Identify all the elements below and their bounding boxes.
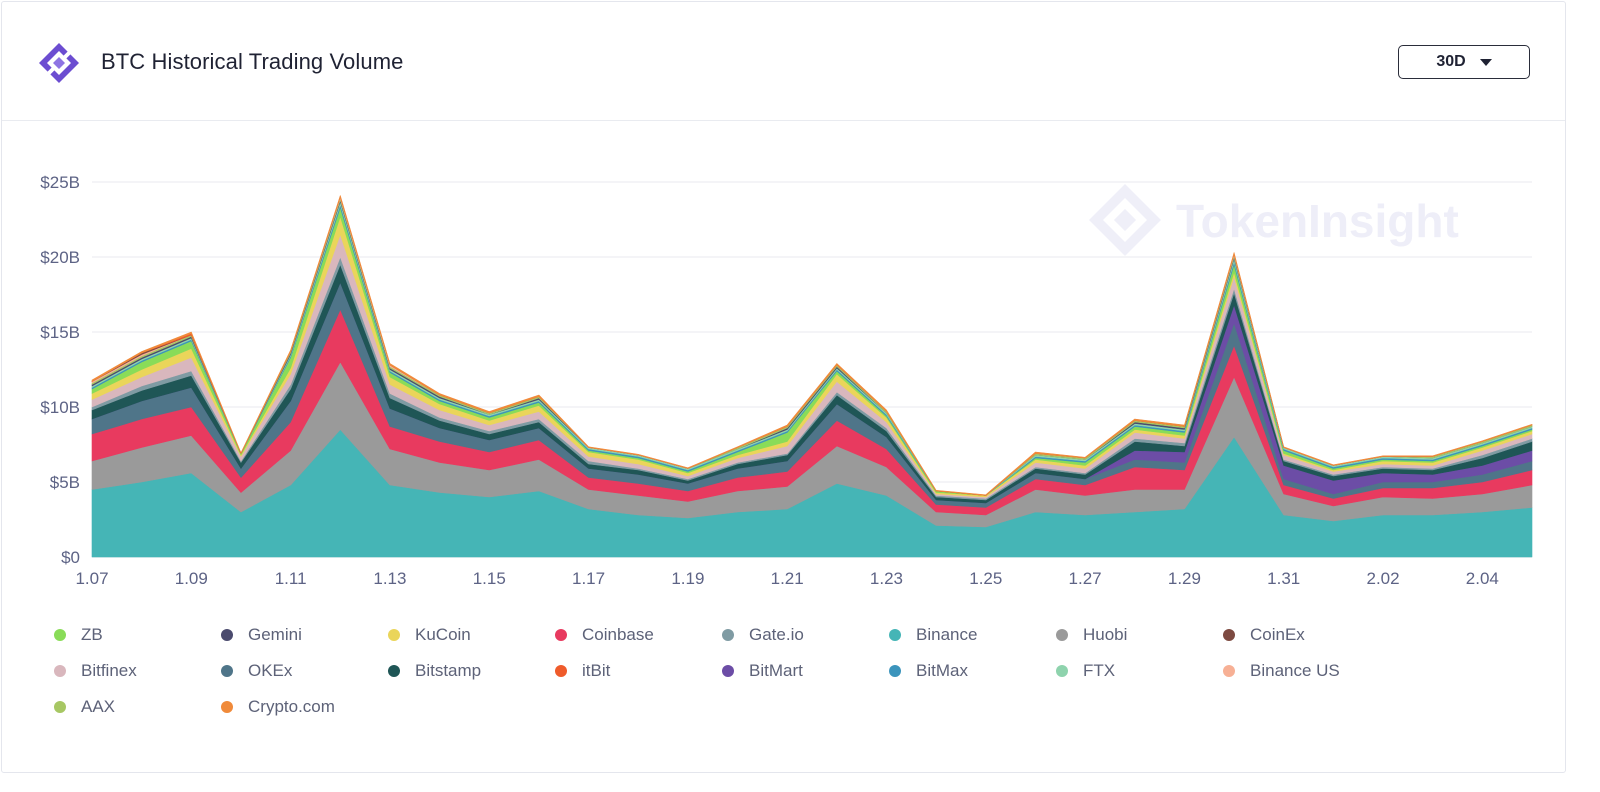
legend-item-okex[interactable]: OKEx — [221, 660, 388, 682]
legend-label: AAX — [81, 697, 116, 716]
x-tick-label: 1.11 — [275, 569, 307, 588]
legend-dot-icon — [54, 701, 66, 713]
legend-label: Bitstamp — [415, 661, 482, 680]
legend-item-bitstamp[interactable]: Bitstamp — [388, 660, 555, 682]
y-axis: $0 $5B $10B $15B $20B $25B — [40, 173, 80, 567]
watermark-logo-icon — [1089, 184, 1161, 256]
legend: ZB Gemini KuCoin Coinbase Gate.io Binance Huob… — [54, 624, 1454, 718]
legend-dot-icon — [1223, 665, 1235, 677]
legend-label: Crypto.com — [248, 697, 335, 716]
x-tick-label: 1.23 — [870, 569, 903, 588]
legend-dot-icon — [388, 629, 400, 641]
legend-item-gate-io[interactable]: Gate.io — [722, 624, 889, 646]
legend-dot-icon — [54, 665, 66, 677]
x-tick-label: 2.02 — [1366, 569, 1399, 588]
legend-dot-icon — [388, 665, 400, 677]
x-tick-label: 1.21 — [771, 569, 804, 588]
legend-label: Gemini — [248, 625, 302, 644]
legend-label: Gate.io — [749, 625, 804, 644]
area-chart[interactable]: TokenInsight $0$5B$10B$15B$20B$25B 1.07 1… — [2, 122, 1567, 602]
legend-dot-icon — [889, 665, 901, 677]
card-header: BTC Historical Trading Volume 30D — [2, 2, 1565, 121]
legend-item-gemini[interactable]: Gemini — [221, 624, 388, 646]
legend-item-binance[interactable]: Binance — [889, 624, 1056, 646]
legend-label: ZB — [81, 625, 103, 644]
legend-label: Huobi — [1083, 625, 1128, 644]
y-tick-label: $25B — [40, 173, 80, 192]
legend-dot-icon — [221, 701, 233, 713]
legend-item-huobi[interactable]: Huobi — [1056, 624, 1223, 646]
legend-label: Bitfinex — [81, 661, 137, 680]
watermark-text: TokenInsight — [1176, 195, 1459, 247]
y-tick-label: $15B — [40, 323, 80, 342]
legend-item-binance-us[interactable]: Binance US — [1223, 660, 1390, 682]
legend-dot-icon — [722, 665, 734, 677]
legend-dot-icon — [54, 629, 66, 641]
x-tick-label: 1.15 — [473, 569, 506, 588]
y-tick-label: $20B — [40, 248, 80, 267]
legend-item-coinex[interactable]: CoinEx — [1223, 624, 1390, 646]
legend-dot-icon — [889, 629, 901, 641]
legend-dot-icon — [722, 629, 734, 641]
legend-dot-icon — [221, 629, 233, 641]
legend-item-crypto-com[interactable]: Crypto.com — [221, 696, 388, 718]
legend-dot-icon — [555, 629, 567, 641]
x-axis: 1.07 1.09 1.11 1.13 1.15 1.17 1.19 1.21 1.23 1.25… — [75, 569, 1498, 588]
y-tick-label: $5B — [50, 473, 80, 492]
legend-item-ftx[interactable]: FTX — [1056, 660, 1223, 682]
page-title: BTC Historical Trading Volume — [101, 49, 404, 74]
x-tick-label: 1.09 — [175, 569, 208, 588]
legend-label: CoinEx — [1250, 625, 1305, 644]
legend-label: OKEx — [248, 661, 293, 680]
legend-label: BitMax — [916, 661, 968, 680]
area-crypto-com — [91, 195, 1533, 496]
legend-label: itBit — [582, 661, 611, 680]
tokeninsight-logo-icon — [39, 43, 79, 83]
legend-label: FTX — [1083, 661, 1116, 680]
stacked-areas — [91, 195, 1533, 558]
x-tick-label: 1.31 — [1267, 569, 1300, 588]
x-tick-label: 1.13 — [373, 569, 406, 588]
legend-item-zb[interactable]: ZB — [54, 624, 221, 646]
legend-dot-icon — [1056, 665, 1068, 677]
legend-item-aax[interactable]: AAX — [54, 696, 221, 718]
watermark: TokenInsight — [1089, 184, 1459, 256]
legend-label: KuCoin — [415, 625, 471, 644]
legend-item-bitmart[interactable]: BitMart — [722, 660, 889, 682]
legend-label: Binance US — [1250, 661, 1340, 680]
legend-item-bitfinex[interactable]: Bitfinex — [54, 660, 221, 682]
legend-dot-icon — [1223, 629, 1235, 641]
caret-down-icon — [1479, 58, 1492, 66]
chart-card: BTC Historical Trading Volume 30D TokenI… — [1, 1, 1566, 773]
x-tick-label: 2.04 — [1466, 569, 1499, 588]
legend-label: Binance — [916, 625, 978, 644]
x-tick-label: 1.19 — [671, 569, 704, 588]
x-tick-label: 1.07 — [75, 569, 108, 588]
legend-label: Coinbase — [582, 625, 654, 644]
x-tick-label: 1.27 — [1069, 569, 1102, 588]
legend-dot-icon — [1056, 629, 1068, 641]
x-tick-label: 1.17 — [572, 569, 605, 588]
legend-item-coinbase[interactable]: Coinbase — [555, 624, 722, 646]
legend-label: BitMart — [749, 661, 803, 680]
y-tick-label: $0 — [61, 548, 80, 567]
legend-dot-icon — [221, 665, 233, 677]
time-range-label: 30D — [1436, 53, 1466, 70]
y-tick-label: $10B — [40, 398, 80, 417]
legend-item-itbit[interactable]: itBit — [555, 660, 722, 682]
x-tick-label: 1.25 — [969, 569, 1002, 588]
time-range-dropdown[interactable]: 30D — [1398, 45, 1530, 79]
legend-item-bitmax[interactable]: BitMax — [889, 660, 1056, 682]
x-tick-label: 1.29 — [1168, 569, 1201, 588]
legend-dot-icon — [555, 665, 567, 677]
legend-item-kucoin[interactable]: KuCoin — [388, 624, 555, 646]
